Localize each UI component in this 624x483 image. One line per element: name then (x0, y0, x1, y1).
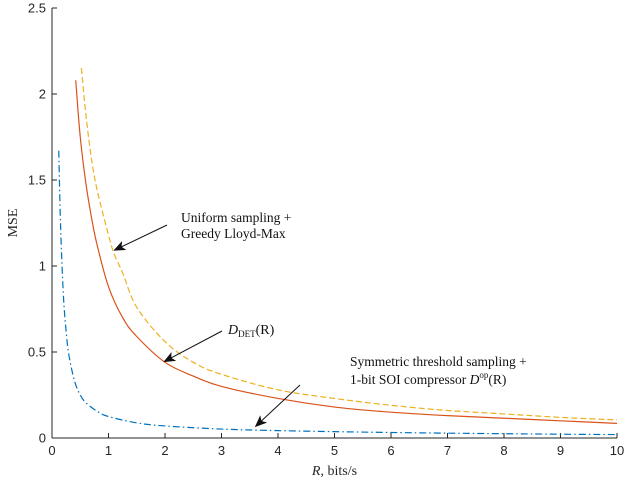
annotation-layer: Uniform sampling +Greedy Lloyd-Max DDET(R… (113, 210, 527, 428)
y-axis-label: MSE (6, 209, 21, 238)
y-tick-label: 1.5 (28, 173, 46, 188)
x-tick-label: 6 (387, 443, 394, 458)
annotation-threshold-soi: Symmetric threshold sampling +1-bit SOI … (254, 354, 527, 428)
annotation-threshold-line1: Symmetric threshold sampling + (350, 354, 527, 369)
y-tick-label: 0.5 (28, 345, 46, 360)
series-ddet-curve (75, 80, 618, 424)
annotation-ddet-arrow (163, 330, 223, 363)
y-tick-label: 2.5 (28, 1, 46, 16)
x-tick-label: 3 (218, 443, 225, 458)
series-layer (58, 68, 618, 436)
axes: 0 1 2 3 4 5 6 7 8 9 10 0 0.5 1 1.5 2 2.5 (28, 1, 624, 459)
x-tick-label: 8 (500, 443, 507, 458)
annotation-ddet-label: DDET(R) (227, 323, 275, 339)
y-tick-label: 1 (39, 259, 46, 274)
x-tick-label: 1 (105, 443, 112, 458)
x-tick-label: 7 (444, 443, 451, 458)
x-tick-label: 10 (610, 443, 624, 458)
x-tick-label: 4 (274, 443, 281, 458)
annotation-uniform-line1: Uniform sampling + (181, 210, 291, 225)
annotation-threshold-arrow (254, 384, 301, 428)
annotation-ddet: DDET(R) (163, 323, 275, 363)
annotation-uniform-lloyd: Uniform sampling +Greedy Lloyd-Max (113, 210, 291, 251)
y-tick-label: 2 (39, 87, 46, 102)
series-threshold-soi-curve (58, 150, 618, 436)
x-tick-label: 9 (557, 443, 564, 458)
x-tick-label: 5 (331, 443, 338, 458)
annotation-uniform-arrow (113, 224, 168, 251)
y-tick-label: 0 (39, 431, 46, 446)
annotation-threshold-line2: 1-bit SOI compressor Dop(R) (350, 370, 506, 387)
axis-labels: R, bits/s MSE (6, 209, 357, 479)
annotation-uniform-line2: Greedy Lloyd-Max (181, 226, 286, 241)
x-axis-label: R, bits/s (311, 464, 357, 479)
x-tick-label: 2 (161, 443, 168, 458)
x-tick-label: 0 (48, 443, 55, 458)
